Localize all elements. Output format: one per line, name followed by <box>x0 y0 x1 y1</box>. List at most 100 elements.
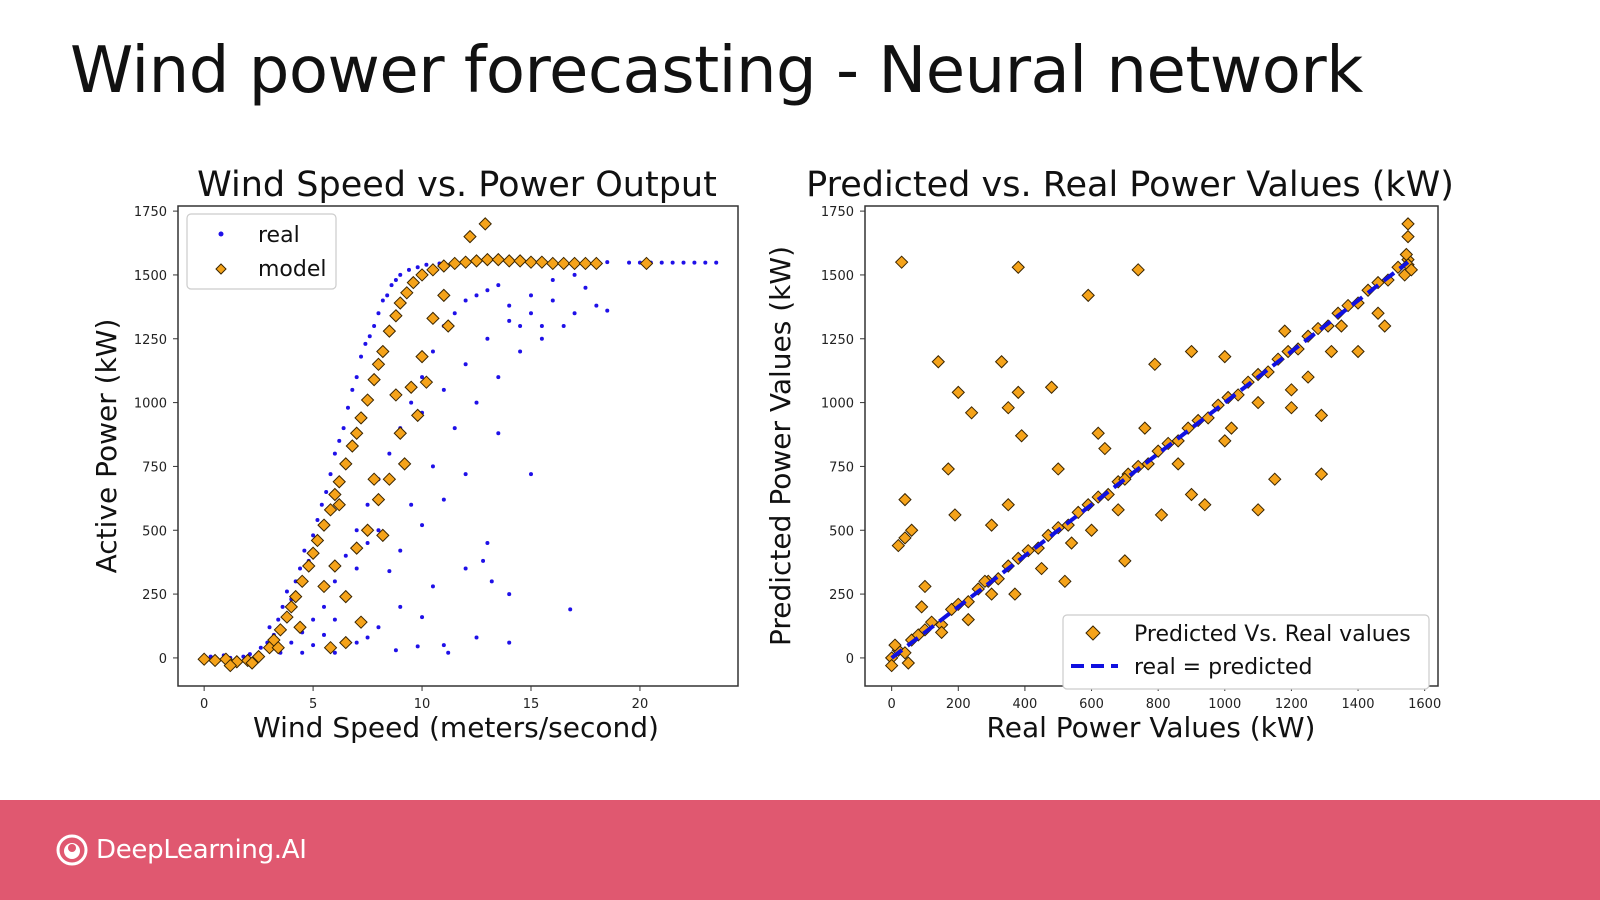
point-model <box>328 559 342 573</box>
point-real <box>507 640 512 645</box>
point-predicted-vs-real-values <box>898 492 912 507</box>
point-model <box>354 615 368 629</box>
point-real <box>302 548 307 553</box>
point-predicted-vs-real-values <box>931 355 945 369</box>
point-real <box>528 311 533 316</box>
point-predicted-vs-real-values <box>1224 421 1239 435</box>
point-real <box>681 260 686 265</box>
point-real <box>332 451 337 456</box>
point-real <box>572 272 577 277</box>
point-real <box>441 643 446 648</box>
point-predicted-vs-real-values <box>1334 319 1349 333</box>
point-predicted-vs-real-values <box>1278 324 1292 338</box>
point-real <box>311 617 316 622</box>
point-predicted-vs-real-values <box>1401 229 1415 244</box>
point-model <box>382 472 397 486</box>
point-model <box>345 439 360 453</box>
point-model <box>639 256 654 271</box>
point-model <box>328 487 342 502</box>
point-real <box>387 451 392 456</box>
y-tick-label: 1000 <box>821 397 854 412</box>
point-real <box>284 589 289 594</box>
point-real <box>367 334 372 339</box>
point-real <box>496 375 501 380</box>
point-predicted-vs-real-values <box>961 612 975 627</box>
point-predicted-vs-real-values <box>1218 349 1232 364</box>
point-real <box>324 489 329 494</box>
point-model <box>463 229 477 244</box>
point-real <box>692 260 697 265</box>
point-real <box>507 592 512 597</box>
point-model <box>415 349 429 364</box>
y-axis-label: Active Power (kW) <box>90 319 123 574</box>
plot-frame <box>177 205 739 687</box>
point-predicted-vs-real-values <box>984 518 999 532</box>
point-model <box>469 254 484 268</box>
y-tick-label: 250 <box>142 588 167 603</box>
point-model <box>404 380 418 394</box>
ticks: 0 200 400 600 800 1000 1200 1400 1600 0 250 500 750 1… <box>821 205 1441 712</box>
point-real <box>572 311 577 316</box>
point-model <box>208 653 222 668</box>
point-real <box>430 464 435 469</box>
point-real <box>321 632 326 637</box>
point-predicted-vs-real-values <box>1301 370 1315 384</box>
point-real <box>372 324 377 328</box>
point-predicted-vs-real-values <box>1198 498 1212 512</box>
point-model <box>371 357 386 372</box>
point-model <box>589 256 604 271</box>
point-predicted-vs-real-values <box>1084 523 1099 537</box>
point-real <box>518 324 523 328</box>
point-model <box>441 319 455 333</box>
point-real <box>332 650 337 655</box>
point-predicted-vs-real-values <box>1251 503 1265 517</box>
point-model <box>280 610 294 624</box>
y-tick-label: 750 <box>829 460 854 475</box>
point-real <box>354 566 359 571</box>
point-predicted-vs-real-values <box>1314 408 1329 423</box>
point-real <box>337 438 342 443</box>
point-real <box>276 617 281 622</box>
point-model <box>426 263 440 277</box>
point-real <box>463 362 468 367</box>
point-predicted-vs-real-values <box>1001 498 1015 512</box>
point-predicted-vs-real-values <box>1314 467 1329 481</box>
point-model <box>535 255 549 269</box>
point-predicted-vs-real-values <box>1399 247 1414 262</box>
point-real <box>583 285 588 290</box>
point-model <box>245 656 259 670</box>
point-model <box>406 275 421 290</box>
point-real <box>389 283 394 288</box>
point-real <box>507 318 512 323</box>
point-predicted-vs-real-values <box>1181 421 1195 435</box>
legend-label-real: real <box>258 223 300 248</box>
point-real <box>463 566 468 571</box>
point-real <box>267 625 272 630</box>
point-predicted-vs-real-values <box>964 406 979 420</box>
point-real <box>365 635 370 640</box>
point-real <box>345 405 350 410</box>
point-predicted-vs-real-values <box>1284 383 1299 397</box>
point-predicted-vs-real-values <box>984 587 999 601</box>
x-tick-label: 0 <box>888 697 896 712</box>
point-model <box>376 344 390 359</box>
point-predicted-vs-real-values <box>891 538 906 553</box>
point-predicted-vs-real-values <box>1008 587 1022 601</box>
point-predicted-vs-real-values <box>1081 288 1095 303</box>
point-real <box>311 643 316 648</box>
y-tick-label: 500 <box>142 524 167 539</box>
point-real <box>550 298 555 303</box>
point-model <box>410 408 425 423</box>
brand[interactable]: DeepLearning.AI <box>56 834 307 866</box>
point-model <box>502 254 516 268</box>
point-model <box>393 296 407 310</box>
point-predicted-vs-real-values <box>1154 508 1169 522</box>
point-real <box>354 528 359 533</box>
legend-label-identity: real = predicted <box>1134 655 1312 680</box>
point-real <box>363 341 368 346</box>
point-model <box>310 533 325 548</box>
point-real <box>561 324 566 328</box>
point-real <box>670 260 675 265</box>
point-model <box>332 498 346 512</box>
point-predicted-vs-real-values <box>1218 434 1232 448</box>
